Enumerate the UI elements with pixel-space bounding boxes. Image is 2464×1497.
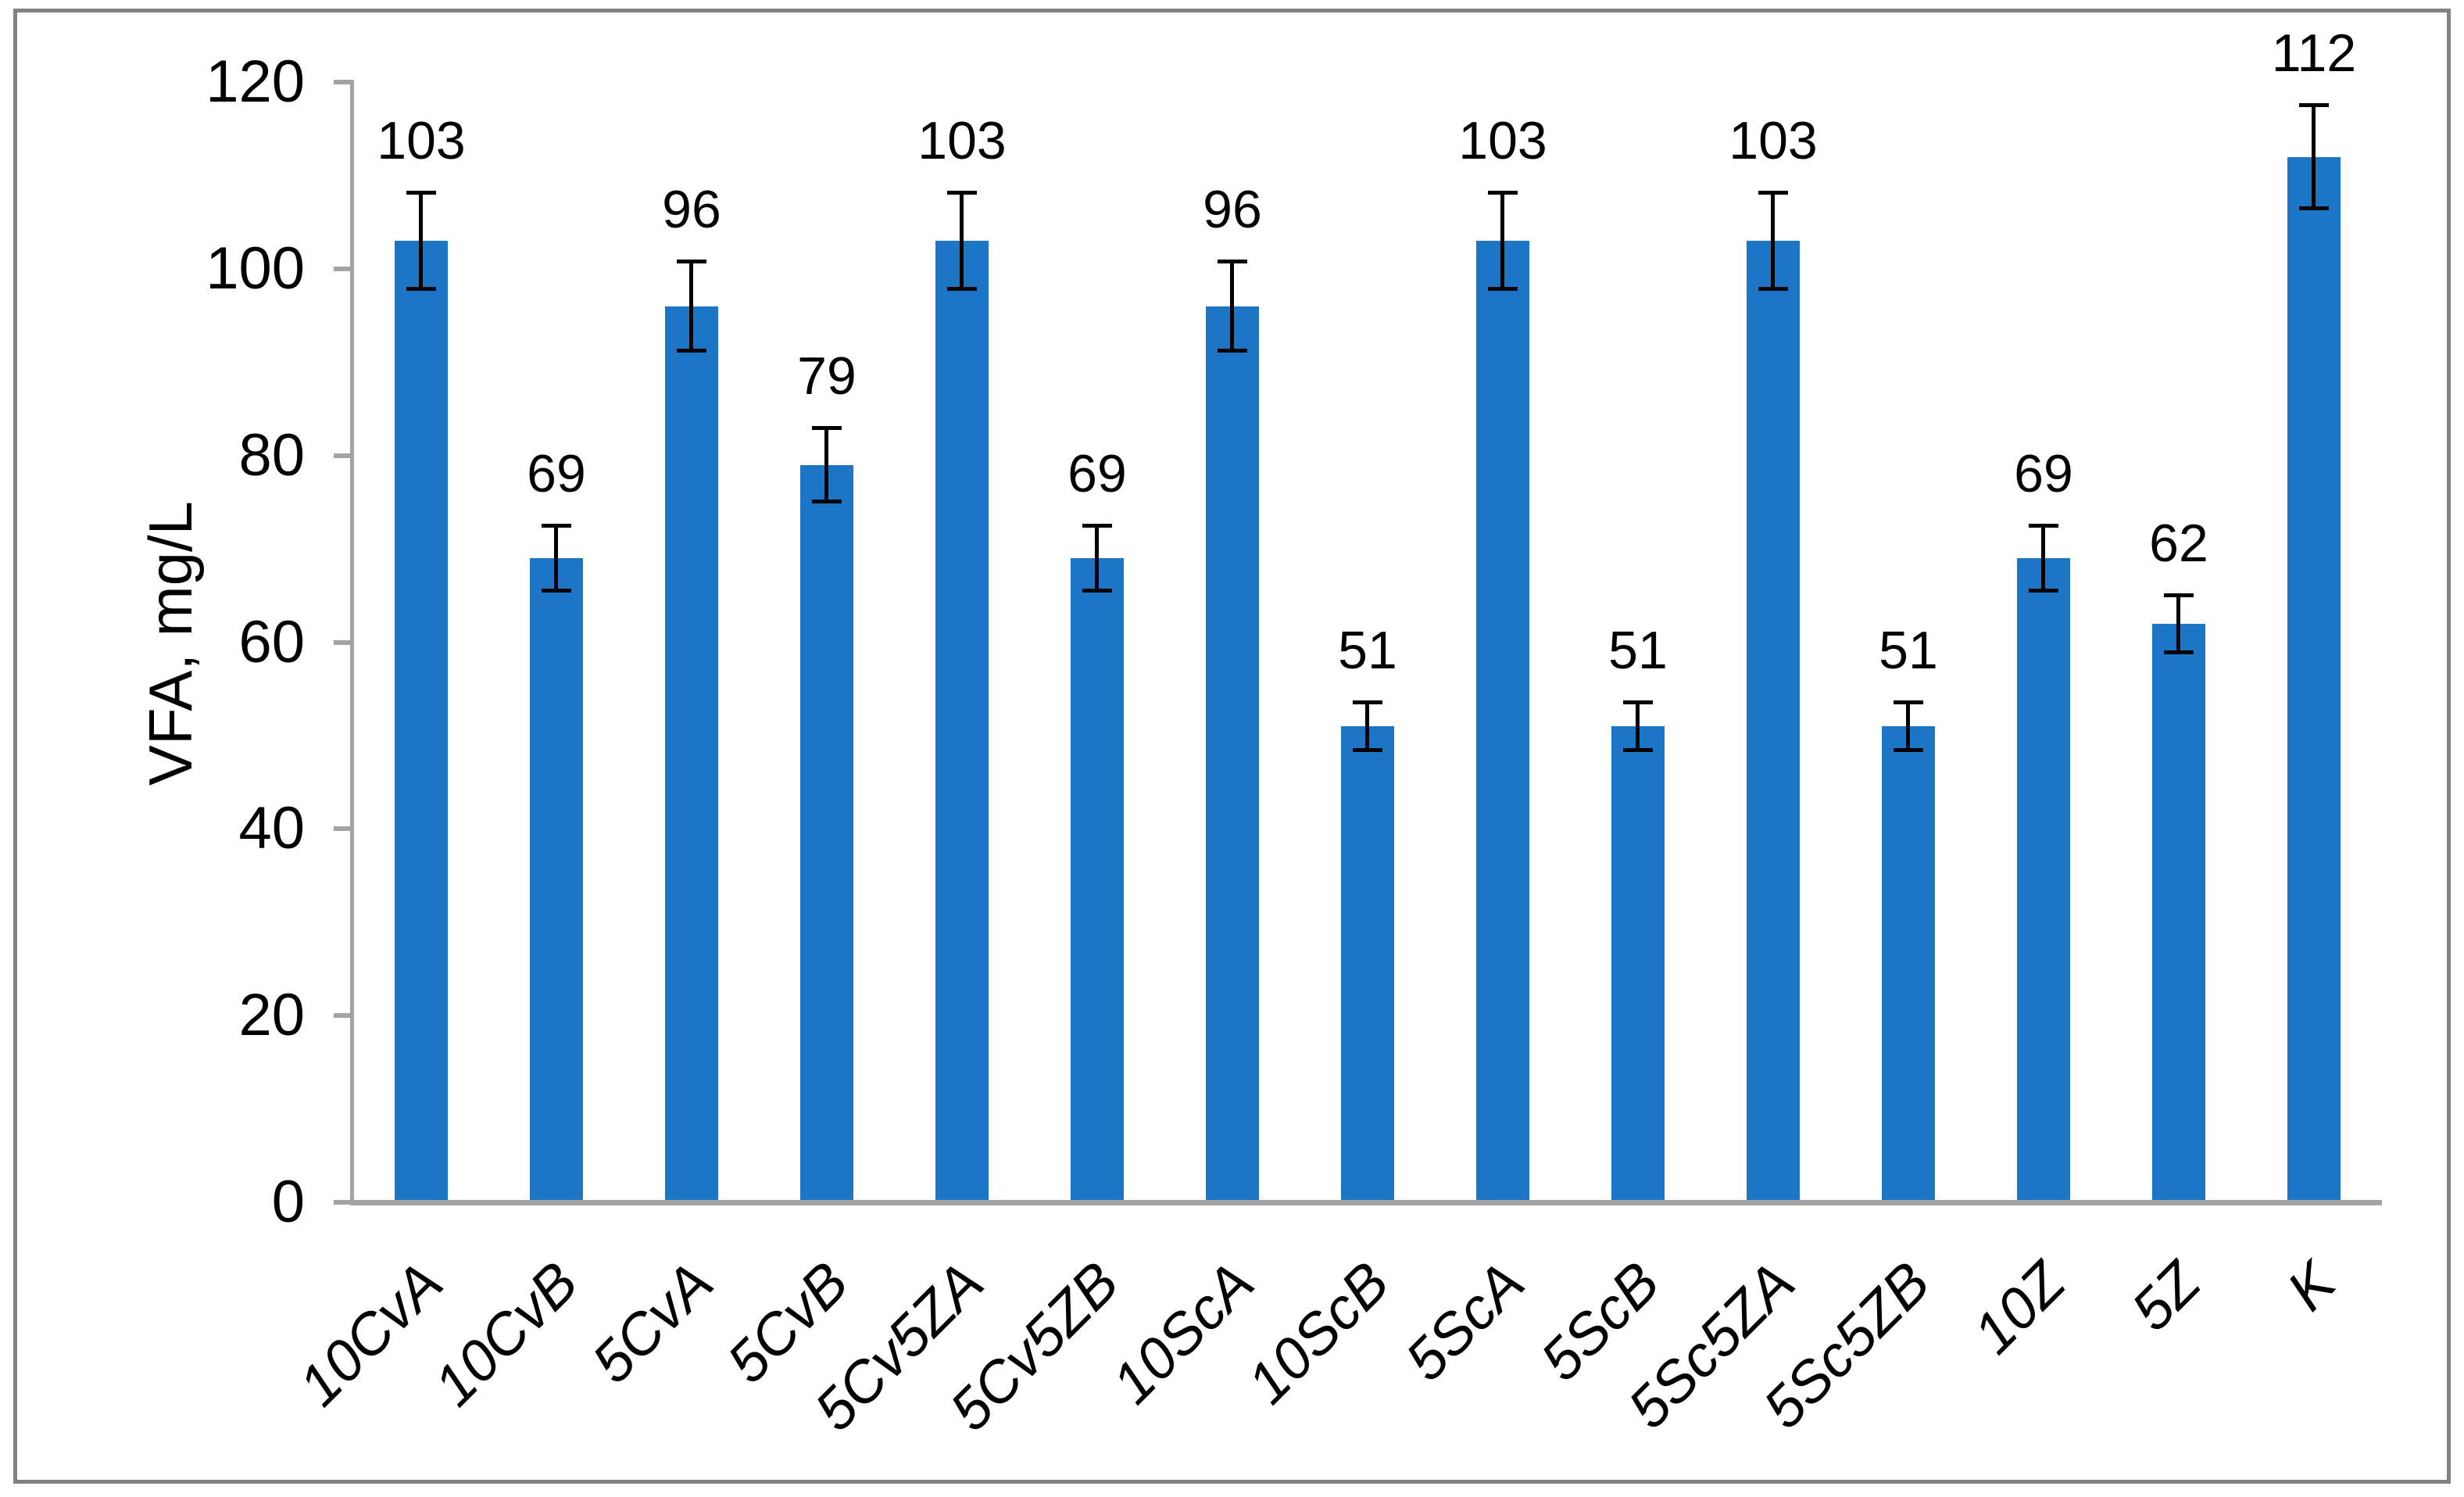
error-bar-line	[1365, 702, 1369, 750]
error-bar-cap-top	[1218, 260, 1247, 263]
error-bar-cap-top	[1894, 700, 1923, 704]
y-axis-tick	[334, 267, 354, 271]
error-bar-line	[689, 261, 693, 351]
error-bar-cap-bottom	[1623, 748, 1653, 752]
error-bar-line	[554, 525, 558, 591]
error-bar-cap-bottom	[1894, 748, 1923, 752]
error-bar-cap-top	[2029, 524, 2058, 528]
error-bar-cap-top	[1082, 524, 1112, 528]
error-bar-line	[1095, 525, 1099, 591]
bar-value-label: 69	[1067, 444, 1127, 503]
bar	[1882, 726, 1935, 1202]
bar-value-label: 51	[1608, 621, 1668, 680]
error-bar-cap-bottom	[947, 287, 977, 291]
bar	[1206, 306, 1259, 1202]
y-axis-tick-label: 20	[238, 982, 305, 1048]
error-bar-cap-bottom	[2029, 589, 2058, 593]
error-bar-cap-top	[1623, 700, 1653, 704]
bar	[530, 558, 583, 1202]
error-bar-cap-top	[542, 524, 571, 528]
y-axis-tick-label: 0	[271, 1169, 305, 1235]
y-axis-tick	[334, 80, 354, 84]
bar-value-label: 51	[1338, 621, 1397, 680]
error-bar-line	[1636, 702, 1640, 750]
bar-value-label: 69	[2014, 444, 2073, 503]
error-bar-cap-bottom	[1758, 287, 1788, 291]
bar	[2287, 157, 2341, 1202]
x-axis-line	[350, 1200, 2382, 1205]
error-bar-line	[824, 428, 828, 503]
bar	[800, 465, 853, 1202]
error-bar-cap-bottom	[812, 500, 842, 503]
bar-value-label: 96	[662, 180, 721, 239]
y-axis-tick-label: 80	[238, 422, 305, 489]
error-bar-cap-top	[677, 260, 706, 263]
error-bar-cap-top	[812, 426, 842, 430]
error-bar-line	[2176, 595, 2180, 653]
y-axis-tick	[334, 826, 354, 831]
y-axis-tick	[334, 1013, 354, 1018]
error-bar-line	[419, 192, 423, 289]
bar	[2017, 558, 2070, 1202]
y-axis-tick-label: 40	[238, 795, 305, 861]
error-bar-cap-top	[947, 191, 977, 195]
y-axis-tick-label: 60	[238, 609, 305, 675]
error-bar-cap-bottom	[1353, 748, 1382, 752]
bar-value-label: 103	[1458, 111, 1547, 170]
error-bar-cap-top	[1488, 191, 1518, 195]
error-bar-cap-bottom	[1082, 589, 1112, 593]
error-bar-cap-bottom	[2164, 650, 2194, 654]
bar-value-label: 51	[1879, 621, 1938, 680]
y-axis-tick-label: 100	[206, 235, 305, 302]
bar	[665, 306, 718, 1202]
error-bar-line	[2312, 105, 2316, 210]
bar-value-label: 112	[2271, 23, 2357, 83]
error-bar-line	[1771, 192, 1775, 289]
error-bar-cap-bottom	[542, 589, 571, 593]
error-bar-line	[1906, 702, 1910, 750]
bar-value-label: 62	[2149, 514, 2208, 573]
error-bar-cap-top	[406, 191, 436, 195]
y-axis-tick-label: 120	[206, 48, 305, 115]
y-axis-tick	[334, 1200, 354, 1205]
bar-value-label: 103	[1729, 111, 1818, 170]
bar	[1341, 726, 1394, 1202]
bar-value-label: 96	[1203, 180, 1262, 239]
bar-value-label: 103	[917, 111, 1007, 170]
error-bar-line	[960, 192, 964, 289]
error-bar-line	[1500, 192, 1504, 289]
bar	[935, 241, 989, 1202]
y-axis-tick	[334, 453, 354, 458]
bar	[1747, 241, 1800, 1202]
y-axis-line	[350, 81, 354, 1205]
error-bar-line	[1230, 261, 1234, 351]
error-bar-cap-bottom	[1488, 287, 1518, 291]
bar	[1476, 241, 1529, 1202]
bar	[395, 241, 448, 1202]
error-bar-line	[2041, 525, 2045, 591]
y-axis-tick	[334, 640, 354, 645]
error-bar-cap-bottom	[2299, 206, 2329, 210]
bar-value-label: 79	[797, 346, 856, 406]
error-bar-cap-bottom	[677, 349, 706, 353]
error-bar-cap-top	[1353, 700, 1382, 704]
bar	[2152, 624, 2205, 1202]
error-bar-cap-top	[1758, 191, 1788, 195]
error-bar-cap-top	[2164, 593, 2194, 597]
error-bar-cap-top	[2299, 103, 2329, 107]
bar	[1071, 558, 1124, 1202]
bar-value-label: 103	[377, 111, 466, 170]
bar	[1611, 726, 1665, 1202]
error-bar-cap-bottom	[1218, 349, 1247, 353]
bar-value-label: 69	[527, 444, 586, 503]
error-bar-cap-bottom	[406, 287, 436, 291]
